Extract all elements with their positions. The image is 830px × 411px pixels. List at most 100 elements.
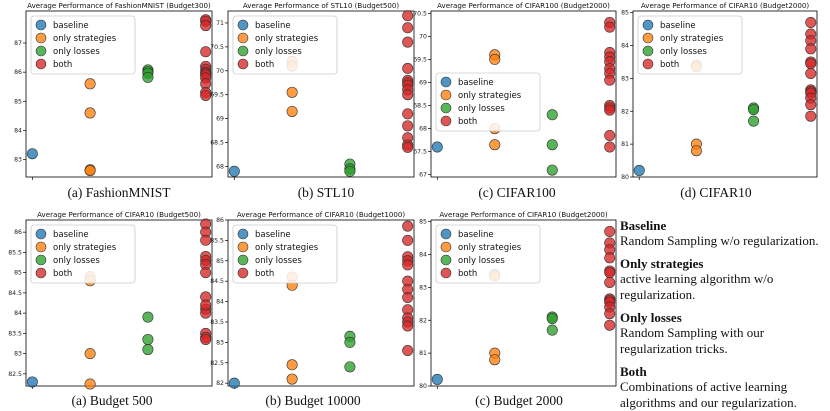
point-both [402, 120, 414, 132]
legend-label: only strategies [660, 34, 724, 44]
point-only-strategies [286, 359, 298, 371]
legend-label: baseline [53, 230, 89, 240]
point-only-strategies [84, 348, 96, 360]
y-tick-label: 80 [419, 383, 427, 390]
y-tick-label: 69 [419, 79, 427, 86]
legend-label: only losses [255, 47, 302, 57]
legend-marker [237, 254, 249, 266]
y-tick-label: 85 [621, 10, 629, 17]
legend-marker [642, 19, 654, 31]
baseline-description: Random Sampling w/o regularization. [620, 233, 819, 248]
point-both [604, 252, 616, 264]
y-tick-label: 87 [14, 40, 22, 47]
point-baseline [633, 164, 645, 176]
point-both [805, 58, 817, 70]
legend-label: baseline [458, 78, 494, 88]
both-heading: Both [620, 364, 647, 379]
point-both [200, 333, 212, 345]
point-only-strategies [489, 53, 501, 65]
legend-label: only strategies [53, 34, 117, 44]
y-tick-label: 83 [621, 75, 629, 82]
point-both [402, 62, 414, 74]
y-tick-label: 85.5 [8, 249, 22, 256]
legend: baseline only strategies only losses both [232, 224, 338, 284]
legend-marker [237, 19, 249, 31]
legend-box [30, 224, 136, 284]
point-only-losses [142, 71, 154, 83]
legend: baseline only strategies only losses both [30, 15, 136, 75]
y-tick-label: 83 [14, 351, 22, 358]
point-only-strategies [489, 139, 501, 151]
y-tick-label: 83 [216, 339, 224, 346]
legend-marker [237, 241, 249, 253]
legend-label: baseline [53, 21, 89, 31]
legend-marker [237, 58, 249, 70]
legend-marker [35, 32, 47, 44]
legend-marker [440, 115, 452, 127]
point-both [604, 141, 616, 153]
y-tick-label: 85 [216, 258, 224, 265]
point-only-strategies [84, 78, 96, 90]
y-tick-label: 85 [14, 98, 22, 105]
point-only-strategies [489, 354, 501, 366]
y-tick-label: 82 [216, 380, 224, 387]
y-tick-label: 84 [14, 127, 22, 134]
legend-marker [237, 267, 249, 279]
point-only-strategies [84, 378, 96, 390]
legend-marker [35, 228, 47, 240]
y-tick-label: 68 [216, 163, 224, 170]
legend-marker [237, 32, 249, 44]
point-both [200, 234, 212, 246]
y-tick-label: 84 [419, 252, 427, 259]
legend-label: only losses [255, 256, 302, 266]
chart-6: Average Performance of CIFAR10 (Budget10… [210, 210, 415, 389]
point-only-strategies [286, 373, 298, 385]
legend-label: only losses [458, 256, 505, 266]
caption-budget-10000: (b) Budget 10000 [265, 393, 361, 408]
legend-label: both [53, 269, 72, 279]
legend-marker [440, 241, 452, 253]
legend-marker [642, 58, 654, 70]
point-only-losses [546, 313, 558, 325]
y-tick-label: 85 [14, 270, 22, 277]
y-tick-label: 84 [216, 299, 224, 306]
legend-box [30, 15, 136, 75]
point-only-strategies [84, 165, 96, 177]
legend-label: only losses [53, 256, 100, 266]
point-only-losses [142, 311, 154, 323]
point-only-losses [344, 336, 356, 348]
both-description: Combinations of active learning algorith… [620, 379, 797, 410]
y-tick-label: 70.5 [210, 44, 224, 51]
point-both [402, 141, 414, 153]
point-both [604, 130, 616, 142]
legend-label: only losses [458, 104, 505, 114]
method-description-panel: Baseline Random Sampling w/o regularizat… [620, 218, 825, 411]
legend-marker [440, 89, 452, 101]
point-only-losses [142, 344, 154, 356]
point-both [200, 299, 212, 311]
chart-title: Average Performance of STL10 (Budget500) [243, 1, 400, 10]
y-tick-label: 86 [14, 229, 22, 236]
point-both [402, 345, 414, 357]
chart-title: Average Performance of CIFAR100 (Budget2… [437, 1, 610, 10]
y-tick-label: 69 [216, 116, 224, 123]
caption-budget-500: (a) Budget 500 [71, 393, 153, 408]
legend: baseline only strategies only losses both [435, 72, 541, 132]
point-baseline [26, 376, 38, 388]
y-tick-label: 85.5 [210, 237, 224, 244]
legend-marker [35, 19, 47, 31]
y-tick-label: 70.5 [413, 10, 427, 17]
point-both [604, 276, 616, 288]
legend-marker [440, 254, 452, 266]
legend-label: both [458, 269, 477, 279]
point-only-strategies [690, 145, 702, 157]
point-both [805, 17, 817, 29]
point-both [805, 67, 817, 79]
point-both [604, 74, 616, 86]
y-tick-label: 70 [216, 68, 224, 75]
point-both [402, 89, 414, 101]
y-tick-label: 82.5 [8, 371, 22, 378]
point-both [402, 10, 414, 22]
point-only-strategies [286, 105, 298, 117]
